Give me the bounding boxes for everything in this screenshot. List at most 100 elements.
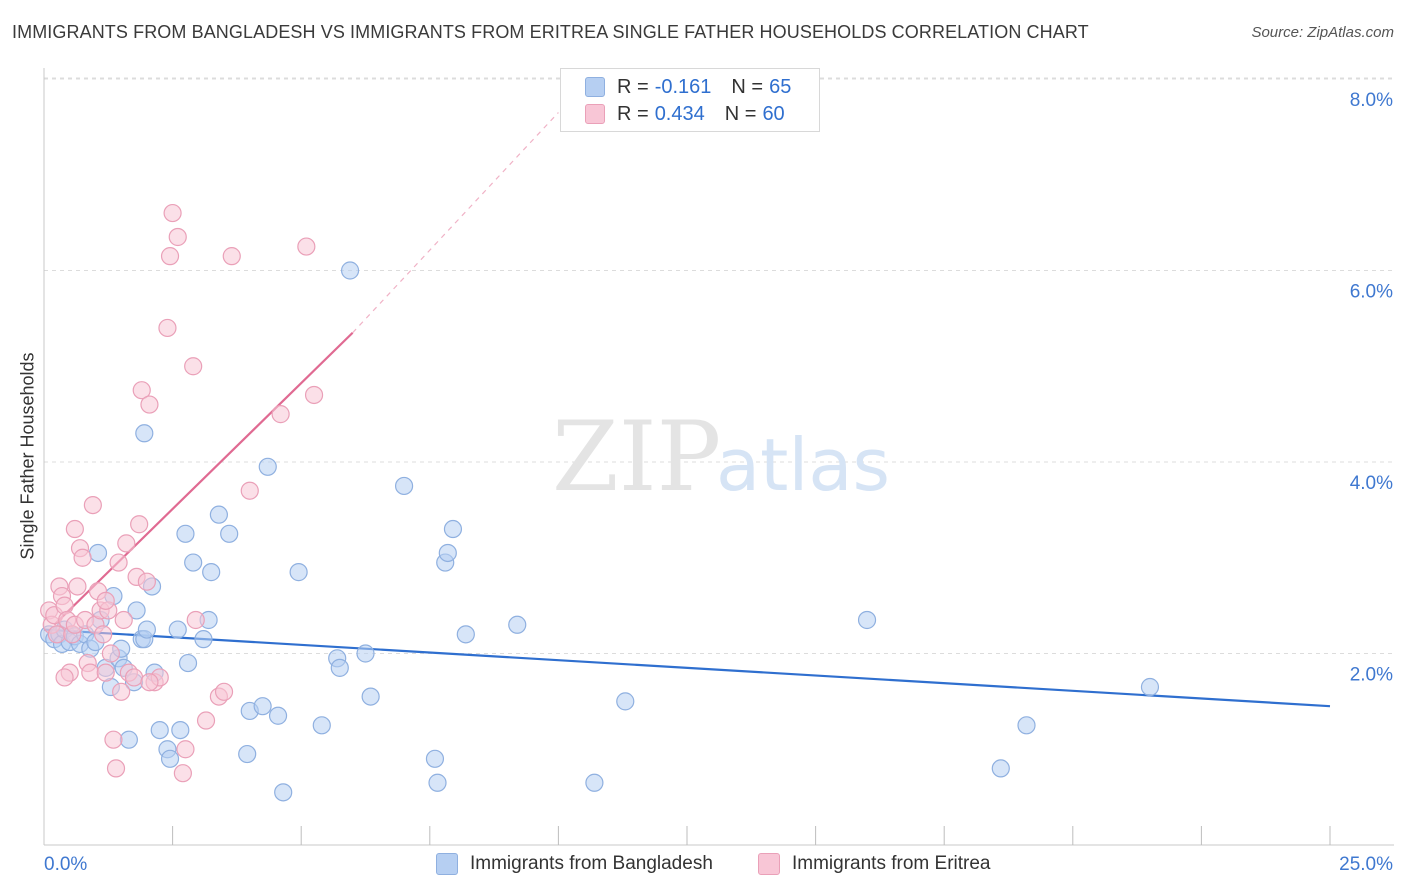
point-bangladesh [274, 783, 293, 802]
legend-n-value: 60 [762, 102, 785, 125]
point-eritrea [196, 711, 216, 730]
point-bangladesh [356, 644, 375, 663]
bottom-legend-label-eritrea: Immigrants from Eritrea [792, 853, 991, 874]
point-bangladesh [289, 563, 308, 582]
point-eritrea [176, 740, 195, 759]
point-eritrea [124, 668, 144, 687]
point-bangladesh [194, 630, 213, 649]
y-tick-label: 4.0% [1350, 473, 1393, 494]
point-bangladesh [88, 543, 108, 563]
point-eritrea [96, 591, 115, 610]
point-bangladesh [428, 773, 447, 792]
bottom-legend-eritrea: Immigrants from Eritrea [758, 851, 990, 877]
point-bangladesh [443, 519, 463, 539]
point-eritrea [65, 519, 84, 539]
point-eritrea [101, 644, 120, 663]
point-bangladesh [160, 749, 180, 768]
point-bangladesh [991, 759, 1010, 778]
point-bangladesh [394, 476, 414, 496]
point-eritrea [83, 495, 102, 515]
point-bangladesh [150, 720, 169, 740]
point-eritrea [73, 548, 92, 567]
legend-r-value: 0.434 [654, 102, 705, 125]
trend-lines [43, 112, 1331, 708]
point-eritrea [94, 625, 113, 644]
trend-line-bangladesh [43, 628, 1331, 708]
point-eritrea [137, 572, 156, 591]
point-bangladesh [585, 773, 604, 792]
point-eritrea [184, 357, 203, 376]
y-axis-title: Single Father Households [17, 352, 38, 560]
point-eritrea [140, 673, 159, 692]
correlation-legend: R = -0.161 N = 65 R = 0.434 N = 60 [560, 68, 820, 132]
bottom-legend-swatch-blue [436, 853, 458, 875]
legend-swatch-pink [585, 104, 605, 124]
tick-labels: 2.0% 4.0% 6.0% 8.0% 0.0% 25.0% [44, 90, 1393, 875]
legend-row-eritrea: R = 0.434 N = 60 [585, 102, 785, 126]
point-bangladesh [438, 543, 457, 563]
point-eritrea [47, 625, 66, 644]
point-eritrea [173, 764, 192, 783]
watermark-atlas: atlas [716, 423, 890, 507]
bottom-legend-label-bangladesh: Immigrants from Bangladesh [470, 853, 713, 874]
bottom-legend-swatch-pink [758, 853, 780, 875]
legend-n-value: 65 [769, 75, 792, 98]
watermark-zip: ZIP [552, 401, 721, 513]
bottom-legend-bangladesh: Immigrants from Bangladesh [436, 851, 713, 877]
point-eritrea [112, 682, 131, 701]
point-eritrea [214, 682, 234, 701]
point-bangladesh [220, 524, 239, 543]
legend-r-label: R = [617, 102, 649, 125]
point-bangladesh [253, 697, 272, 716]
point-eritrea [106, 759, 126, 778]
point-bangladesh [312, 716, 331, 735]
point-eritrea [96, 663, 115, 682]
x-tick-label: 25.0% [1339, 854, 1393, 875]
point-bangladesh [178, 653, 198, 673]
point-bangladesh [508, 615, 527, 634]
point-bangladesh [425, 749, 445, 768]
point-bangladesh [1140, 677, 1160, 697]
legend-swatch-blue [585, 77, 605, 97]
legend-r-value: -0.161 [654, 75, 712, 98]
point-eritrea [140, 395, 159, 414]
point-eritrea [271, 405, 290, 424]
grid-lines [44, 77, 1394, 654]
point-bangladesh [119, 730, 138, 749]
point-bangladesh [184, 553, 203, 572]
x-tick-label: 0.0% [44, 854, 87, 875]
chart-title: IMMIGRANTS FROM BANGLADESH VS IMMIGRANTS… [12, 22, 1089, 42]
point-bangladesh [616, 692, 635, 711]
data-points [40, 203, 1160, 802]
legend-row-bangladesh: R = -0.161 N = 65 [585, 75, 791, 99]
point-eritrea [117, 534, 136, 553]
point-eritrea [222, 247, 241, 266]
point-eritrea [104, 730, 123, 749]
point-bangladesh [857, 610, 877, 630]
point-bangladesh [268, 706, 288, 725]
point-eritrea [132, 381, 151, 400]
point-bangladesh [135, 424, 154, 443]
legend-n-label: N = [731, 75, 764, 98]
point-eritrea [68, 577, 87, 596]
point-bangladesh [209, 505, 228, 524]
point-eritrea [240, 481, 259, 500]
watermark: ZIP atlas [552, 401, 890, 513]
y-tick-label: 2.0% [1350, 665, 1393, 686]
axes [43, 68, 1394, 846]
point-eritrea [168, 227, 187, 247]
point-eritrea [304, 385, 324, 405]
point-bangladesh [1017, 716, 1036, 735]
point-eritrea [109, 553, 128, 572]
point-bangladesh [238, 744, 257, 764]
trend-line-eritrea [53, 331, 354, 626]
point-bangladesh [176, 524, 195, 543]
point-eritrea [158, 318, 177, 338]
point-bangladesh [171, 720, 190, 740]
point-eritrea [81, 663, 100, 682]
chart-source: Source: ZipAtlas.com [1251, 24, 1394, 41]
point-bangladesh [258, 457, 277, 476]
y-tick-label: 8.0% [1350, 90, 1393, 111]
point-bangladesh [456, 625, 475, 644]
